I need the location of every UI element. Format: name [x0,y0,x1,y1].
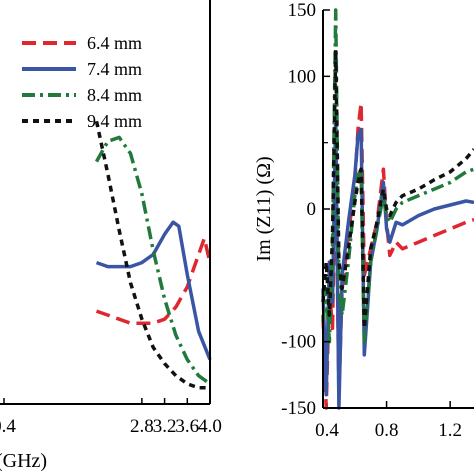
right-x-ticks: 0.4 0.8 1.2 [315,401,462,441]
right-y-tick-label: 150 [288,0,317,21]
left-x-tick-label: 3.6 [175,416,199,437]
left-x-tick-label: 2.8 [130,416,154,437]
right-x-tick-label: 0.4 [315,420,339,441]
right-y-ticks: 150 100 0 -100 -150 [281,0,330,419]
right-y-tick-label: 0 [307,199,317,220]
left-x-ticks: 0.4 2.83.23.64.0 [0,398,222,437]
right-y-tick-label: 100 [288,66,317,87]
right-y-axis-label: Im (Z11) (Ω) [253,156,275,261]
legend-label-4: 9.4 mm [87,111,142,131]
left-series-line-1 [95,236,212,325]
legend-label-2: 7.4 mm [87,59,142,79]
right-chart-panel: 150 100 0 -100 -150 0.4 0.8 1.2 Im (Z11) (Ω) [253,0,474,441]
left-x-axis-label: (GHz) [0,450,47,472]
legend-label-3: 8.4 mm [87,85,142,105]
right-y-tick-label: -100 [281,332,316,353]
left-chart-panel: 0.4 2.83.23.64.0 (GHz) 6.4 mm 7.4 mm 8.4 mm… [0,0,222,472]
left-x-tick-label: 3.2 [153,416,177,437]
legend-label-1: 6.4 mm [87,33,142,53]
left-x-tick-label: 4.0 [198,416,222,437]
right-series-line-4 [321,48,474,331]
right-y-tick-label: -150 [281,398,316,419]
left-series-line-3 [94,135,212,386]
left-plot-area [94,120,212,390]
left-series-line-2 [95,220,212,361]
right-x-tick-label: 1.2 [438,420,462,441]
legend: 6.4 mm 7.4 mm 8.4 mm 9.4 mm [22,33,142,131]
right-plot-area [321,8,474,410]
left-series-line-4 [94,120,210,390]
left-x-tick-label: 0.4 [0,416,16,437]
right-x-tick-label: 0.8 [375,420,399,441]
